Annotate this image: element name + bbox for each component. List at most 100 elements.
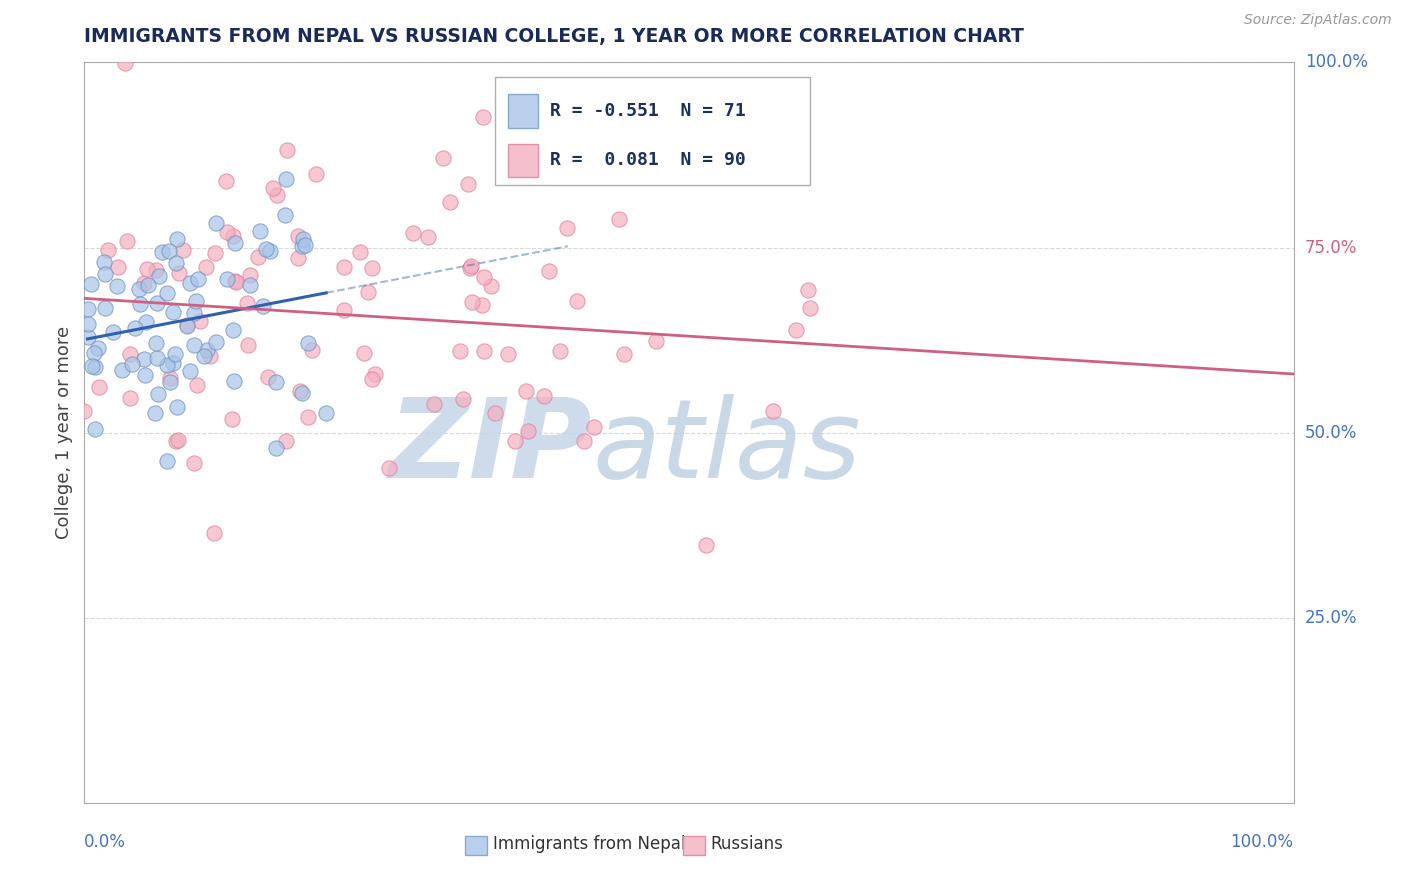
Point	[118, 391, 141, 405]
Point	[353, 346, 375, 360]
Point	[165, 256, 187, 270]
Point	[87, 380, 110, 394]
Text: IMMIGRANTS FROM NEPAL VS RUSSIAN COLLEGE, 1 YEAR OR MORE CORRELATION CHART: IMMIGRANTS FROM NEPAL VS RUSSIAN COLLEGE…	[84, 27, 1024, 45]
Point	[583, 420, 606, 434]
Point	[166, 400, 188, 414]
Point	[162, 356, 184, 370]
Point	[439, 195, 461, 210]
Point	[224, 273, 246, 287]
Point	[134, 368, 156, 382]
Point	[83, 345, 105, 359]
Point	[135, 315, 157, 329]
Text: 75.0%: 75.0%	[1305, 238, 1357, 257]
Point	[607, 212, 630, 227]
Point	[496, 347, 519, 361]
Point	[179, 364, 201, 378]
Point	[183, 456, 205, 470]
Point	[460, 260, 482, 274]
Point	[159, 375, 181, 389]
Point	[202, 526, 225, 541]
Point	[221, 411, 243, 425]
Point	[77, 330, 100, 344]
Point	[225, 276, 247, 290]
Point	[266, 188, 288, 202]
Point	[287, 251, 309, 265]
Point	[132, 276, 155, 290]
FancyBboxPatch shape	[508, 144, 538, 178]
Point	[249, 224, 271, 238]
Point	[76, 318, 98, 332]
Point	[505, 434, 527, 448]
Point	[474, 343, 496, 358]
Point	[222, 229, 245, 244]
Text: atlas: atlas	[592, 394, 860, 501]
Point	[224, 235, 246, 250]
Point	[107, 260, 129, 274]
FancyBboxPatch shape	[465, 836, 486, 855]
Point	[291, 239, 314, 253]
Point	[111, 363, 134, 377]
Point	[423, 397, 446, 411]
Point	[204, 334, 226, 349]
Point	[204, 216, 226, 230]
Text: 0.0%: 0.0%	[84, 833, 127, 851]
Point	[128, 282, 150, 296]
Point	[166, 434, 188, 448]
Point	[217, 271, 239, 285]
Point	[197, 343, 219, 357]
Point	[194, 260, 217, 274]
Point	[156, 358, 179, 372]
Point	[183, 337, 205, 351]
Point	[129, 296, 152, 310]
Point	[479, 278, 502, 293]
Point	[148, 268, 170, 283]
Point	[222, 374, 245, 388]
Point	[176, 318, 198, 332]
Point	[762, 404, 785, 418]
Y-axis label: College, 1 year or more: College, 1 year or more	[55, 326, 73, 539]
Point	[418, 229, 440, 244]
Point	[239, 277, 262, 292]
Point	[297, 336, 319, 351]
Point	[94, 301, 117, 316]
Point	[187, 272, 209, 286]
Point	[162, 305, 184, 319]
Point	[377, 460, 399, 475]
Point	[515, 384, 537, 398]
Point	[264, 441, 287, 455]
Point	[143, 406, 166, 420]
Point	[533, 389, 555, 403]
Point	[305, 167, 328, 181]
Point	[77, 302, 100, 317]
Point	[797, 283, 820, 297]
Point	[457, 177, 479, 191]
Point	[799, 301, 821, 316]
Point	[124, 321, 146, 335]
Point	[555, 221, 578, 235]
Text: R =  0.081  N = 90: R = 0.081 N = 90	[550, 151, 745, 169]
Point	[150, 244, 173, 259]
Point	[215, 225, 238, 239]
Point	[291, 385, 314, 400]
Text: Russians: Russians	[710, 835, 783, 853]
Point	[262, 181, 284, 195]
Point	[315, 406, 337, 420]
Point	[238, 337, 260, 351]
Point	[644, 334, 666, 349]
Point	[221, 323, 243, 337]
Point	[357, 285, 380, 300]
Point	[215, 173, 238, 187]
Point	[198, 349, 221, 363]
Point	[484, 406, 506, 420]
Point	[259, 244, 281, 259]
Point	[73, 403, 96, 417]
Point	[157, 244, 180, 258]
Point	[146, 295, 169, 310]
Point	[94, 267, 117, 281]
Point	[146, 387, 169, 401]
Point	[257, 369, 280, 384]
Point	[117, 234, 139, 248]
Point	[136, 277, 159, 292]
Point	[172, 244, 194, 258]
Point	[471, 298, 494, 312]
